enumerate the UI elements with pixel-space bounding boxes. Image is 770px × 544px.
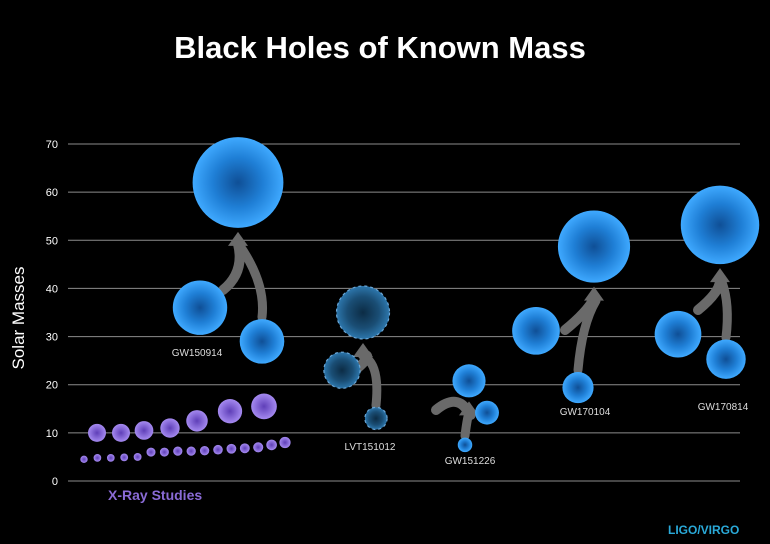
secondary-black-hole xyxy=(457,437,473,453)
black-hole-markers xyxy=(80,137,760,464)
y-tick-label: 30 xyxy=(46,332,58,344)
y-tick-labels: 0 10 20 30 40 50 60 70 xyxy=(46,139,58,488)
final-black-hole xyxy=(680,185,760,265)
merger-arrows xyxy=(218,231,732,441)
xray-black-hole xyxy=(226,443,237,454)
secondary-black-hole xyxy=(239,319,285,364)
xray-black-hole xyxy=(279,436,291,449)
merger-arrow-head xyxy=(228,231,248,246)
secondary-black-hole xyxy=(562,372,594,404)
y-tick-label: 70 xyxy=(46,139,58,151)
xray-black-hole xyxy=(251,393,277,420)
primary-black-hole xyxy=(475,400,499,425)
event-label: GW151226 xyxy=(445,456,496,467)
final-black-hole xyxy=(452,364,486,398)
xray-studies-label: X-Ray Studies xyxy=(108,487,202,503)
merger-arrow xyxy=(218,238,245,295)
event-labels: GW150914 LVT151012 GW151226 GW170104 GW17081… xyxy=(172,348,749,467)
event-label: GW170814 xyxy=(698,402,749,413)
merger-arrow xyxy=(717,277,732,342)
final-black-hole xyxy=(557,210,631,283)
merger-arrow xyxy=(693,275,725,315)
chart-title: Black Holes of Known Mass xyxy=(174,30,586,65)
xray-black-hole xyxy=(80,455,88,464)
merger-arrow-head xyxy=(353,343,373,357)
primary-black-hole xyxy=(172,280,228,335)
xray-black-hole xyxy=(93,454,102,462)
primary-black-hole xyxy=(654,310,702,358)
event-label: GW170104 xyxy=(560,407,611,418)
y-tick-label: 60 xyxy=(46,187,58,199)
xray-black-hole xyxy=(186,446,196,456)
xray-black-hole xyxy=(217,399,243,424)
event-label: GW150914 xyxy=(172,348,223,359)
xray-black-hole xyxy=(186,410,208,432)
secondary-black-hole xyxy=(706,339,746,379)
final-black-hole xyxy=(335,285,391,340)
event-label: LVT151012 xyxy=(345,442,396,453)
xray-black-hole xyxy=(146,447,156,457)
xray-black-hole xyxy=(213,444,223,455)
secondary-black-hole xyxy=(364,406,388,431)
y-tick-label: 0 xyxy=(52,476,58,488)
merger-arrow xyxy=(235,241,268,322)
y-axis-label: Solar Masses xyxy=(9,267,28,370)
final-black-hole xyxy=(192,137,284,228)
y-tick-label: 10 xyxy=(46,428,58,440)
merger-arrow-head xyxy=(584,286,604,301)
xray-black-hole xyxy=(266,439,277,451)
credit-label: LIGO/VIRGO xyxy=(668,523,739,537)
xray-black-hole xyxy=(133,452,142,461)
primary-black-hole xyxy=(512,306,560,355)
xray-black-hole xyxy=(173,446,183,456)
xray-black-hole xyxy=(159,447,169,457)
xray-black-hole xyxy=(239,443,250,454)
xray-black-hole xyxy=(88,423,106,442)
y-tick-label: 50 xyxy=(46,235,58,247)
gridlines xyxy=(68,143,740,482)
xray-black-hole xyxy=(120,453,129,462)
merger-arrow xyxy=(460,407,476,441)
xray-black-hole xyxy=(253,442,264,453)
xray-black-hole xyxy=(112,423,130,442)
merger-arrow xyxy=(360,352,382,410)
y-tick-label: 40 xyxy=(46,283,58,295)
xray-black-hole xyxy=(160,418,180,438)
xray-black-hole xyxy=(134,421,154,440)
merger-arrow-head xyxy=(710,268,730,283)
xray-black-hole xyxy=(106,454,115,462)
xray-black-hole xyxy=(199,446,210,456)
primary-black-hole xyxy=(323,351,361,389)
merger-arrow xyxy=(573,296,601,375)
y-tick-label: 20 xyxy=(46,380,58,392)
